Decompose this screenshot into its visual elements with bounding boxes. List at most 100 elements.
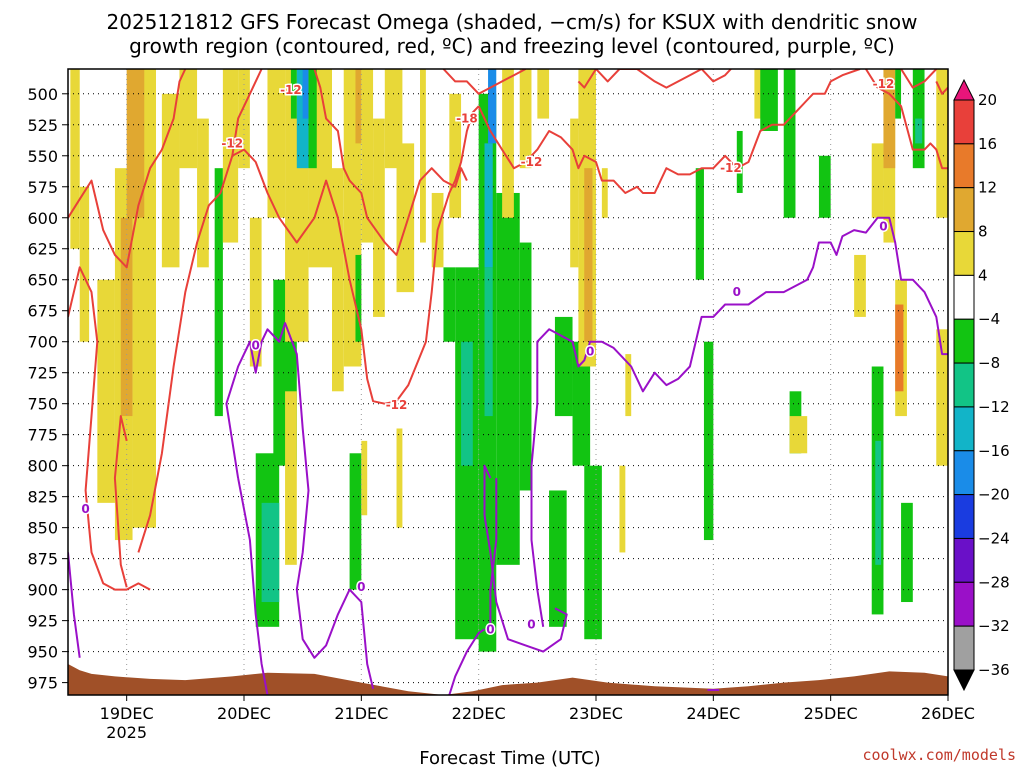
omega-cell	[584, 465, 602, 640]
colorbar-swatch	[953, 231, 975, 276]
omega-cell	[502, 69, 514, 218]
colorbar-label: 12	[978, 179, 997, 197]
colorbar-label: −8	[978, 354, 1000, 372]
dgz-contour-line	[113, 415, 128, 588]
freezing-level-line	[530, 465, 545, 627]
omega-cell	[818, 155, 831, 218]
omega-cell	[488, 69, 497, 144]
omega-cell	[584, 168, 593, 342]
colorbar-label: −36	[978, 661, 1010, 679]
chart-title: 2025121812 GFS Forecast Omega (shaded, −…	[107, 10, 918, 58]
omega-cell	[760, 69, 778, 131]
dgz-contour-line	[577, 69, 732, 89]
omega-cell	[361, 440, 368, 516]
colorbar-swatch	[953, 187, 975, 233]
omega-cell	[197, 118, 209, 268]
omega-cell	[332, 168, 344, 392]
y-tick-label: 525	[27, 116, 58, 135]
y-tick-label: 550	[27, 147, 58, 166]
dgz-contour-label: -12	[221, 136, 243, 150]
dgz-contour-label-group: -18	[455, 110, 480, 127]
colorbar-label: −20	[978, 486, 1010, 504]
freezing-level-line	[237, 477, 269, 695]
y-tick-label: 575	[27, 178, 58, 197]
y-tick-label: 925	[27, 612, 58, 631]
y-tick-label: 875	[27, 550, 58, 569]
dgz-contour-label-group: -12	[279, 82, 304, 99]
omega-cell	[519, 69, 532, 169]
dgz-contour-line	[900, 69, 938, 89]
colorbar-label: −32	[978, 617, 1010, 635]
dgz-contour-label: -12	[873, 77, 895, 91]
y-tick-label: 950	[27, 643, 58, 662]
omega-cell	[126, 69, 145, 218]
colorbar-label: 4	[978, 266, 988, 284]
omega-cell	[222, 69, 239, 243]
source-credit: coolwx.com/models	[862, 746, 1016, 764]
omega-cell	[361, 69, 374, 243]
colorbar-swatch	[953, 537, 975, 583]
freezing-contour-label: 0	[527, 617, 535, 631]
dgz-contour-label-group: -12	[871, 75, 896, 92]
freezing-level-line	[68, 552, 81, 658]
omega-cell	[97, 279, 115, 503]
omega-cell	[619, 465, 626, 553]
omega-cell	[179, 69, 198, 169]
colorbar-swatch	[953, 99, 975, 145]
y-axis: 500 525 550 575 600 625 650 675 700 725 750 775 800 8…	[27, 85, 68, 693]
freezing-contour-label: 0	[733, 285, 741, 299]
colorbar-swatch	[953, 406, 975, 452]
dgz-contour-line	[68, 266, 151, 591]
colorbar-top-triangle	[953, 78, 975, 101]
colorbar-label: −28	[978, 573, 1010, 591]
freezing-contour-label: 0	[586, 345, 594, 359]
freezing-contour-label: 0	[357, 580, 365, 594]
colorbar-swatch	[953, 581, 975, 627]
y-tick-label: 675	[27, 302, 58, 321]
dgz-contour-line	[865, 69, 948, 170]
omega-cell	[285, 391, 297, 565]
omega-cell	[308, 69, 317, 169]
x-tick-label: 24DEC	[686, 704, 740, 723]
dgz-contour-line	[442, 69, 527, 95]
freezing-contour-label-group: 0	[485, 621, 496, 638]
omega-cell	[601, 168, 608, 218]
omega-cell	[703, 341, 714, 541]
omega-cell	[396, 428, 403, 528]
colorbar-swatch	[953, 143, 975, 189]
plot-frame	[67, 68, 949, 696]
omega-cell	[79, 186, 90, 342]
omega-cell	[936, 329, 948, 466]
freezing-level-line	[530, 216, 948, 466]
omega-cell	[214, 168, 223, 417]
omega-cell	[519, 242, 532, 491]
freezing-level-line	[448, 628, 486, 695]
omega-cell	[70, 69, 80, 249]
dgz-contour-label: -12	[720, 161, 742, 175]
dgz-contour-label: -12	[521, 155, 543, 169]
omega-cell	[484, 143, 493, 268]
y-tick-label: 700	[27, 333, 58, 352]
freezing-contour-label-group: 0	[526, 616, 537, 633]
colorbar-label: 20	[978, 91, 997, 109]
omega-cell	[695, 168, 704, 280]
omega-cell	[120, 217, 133, 417]
freezing-contour-label-group: 0	[878, 218, 889, 235]
omega-cell	[883, 69, 896, 169]
colorbar: 20 16 12 8 4 −4 −8 −12 −16 −20 −24 −28 −32 −36	[953, 78, 1010, 692]
y-tick-label: 975	[27, 674, 58, 693]
y-tick-label: 775	[27, 426, 58, 445]
omega-cell	[349, 453, 362, 590]
omega-cell	[854, 254, 866, 317]
dgz-contour-line	[137, 105, 480, 553]
freezing-contour-label: 0	[252, 338, 260, 352]
omega-cell	[875, 440, 882, 565]
omega-cell	[783, 69, 796, 218]
dgz-contour-line	[68, 69, 187, 269]
dgz-contour-label-group: -12	[220, 135, 245, 152]
omega-cell	[572, 341, 591, 466]
x-tick-year-label: 2025	[106, 723, 147, 742]
y-tick-label: 500	[27, 85, 58, 104]
freezing-level-line	[483, 464, 568, 653]
